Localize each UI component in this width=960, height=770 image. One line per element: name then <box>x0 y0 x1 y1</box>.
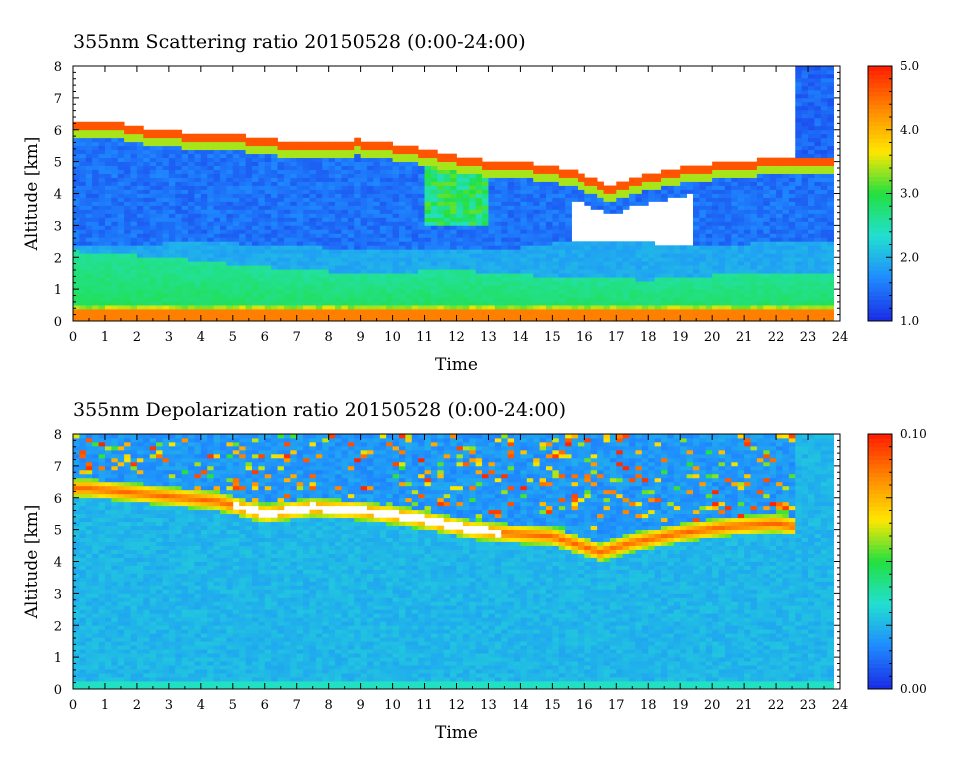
x-tick-label: 13 <box>480 330 497 345</box>
y-tick-label: 4 <box>54 188 62 203</box>
x-tick-label: 7 <box>293 330 301 345</box>
x-tick-label: 11 <box>416 698 433 713</box>
colorbar-tick-label: 1.0 <box>900 314 919 328</box>
x-tick-label: 3 <box>165 330 173 345</box>
x-tick-label: 5 <box>229 698 237 713</box>
chart-panel-2: 355nm Depolarization ratio 20150528 (0:0… <box>22 399 927 743</box>
x-tick-label: 3 <box>165 698 173 713</box>
x-tick-label: 7 <box>293 698 301 713</box>
x-tick-label: 2 <box>133 330 141 345</box>
y-tick-label: 8 <box>54 60 62 75</box>
x-tick-label: 9 <box>356 330 364 345</box>
x-tick-label: 0 <box>69 330 77 345</box>
x-tick-label: 18 <box>640 698 657 713</box>
colorbar: 0.00 0.10 <box>867 427 927 696</box>
x-tick-label: 16 <box>576 698 593 713</box>
x-tick-label: 21 <box>736 330 753 345</box>
x-tick-label: 23 <box>800 698 817 713</box>
x-tick-label: 19 <box>672 330 689 345</box>
x-tick-label: 17 <box>608 698 625 713</box>
x-tick-label: 10 <box>384 330 401 345</box>
y-tick-label: 8 <box>54 428 62 443</box>
y-tick-label: 1 <box>54 283 62 298</box>
x-tick-label: 20 <box>704 698 721 713</box>
y-tick-label: 0 <box>54 315 62 330</box>
x-tick-label: 5 <box>229 330 237 345</box>
x-tick-label: 16 <box>576 330 593 345</box>
x-tick-label: 10 <box>384 698 401 713</box>
y-tick-label: 6 <box>54 492 62 507</box>
y-tick-label: 6 <box>54 124 62 139</box>
y-tick-label: 4 <box>54 556 62 571</box>
x-tick-label: 15 <box>544 698 561 713</box>
y-tick-label: 2 <box>54 619 62 634</box>
x-tick-label: 24 <box>832 330 849 345</box>
chart-title: 355nm Scattering ratio 20150528 (0:00-24… <box>73 31 526 53</box>
heatmap-cells <box>73 66 835 322</box>
chart-panel-1: 355nm Scattering ratio 20150528 (0:00-24… <box>22 31 919 375</box>
colorbar-tick-label: 3.0 <box>900 187 919 201</box>
x-tick-label: 13 <box>480 698 497 713</box>
x-tick-label: 1 <box>101 330 109 345</box>
x-tick-label: 0 <box>69 698 77 713</box>
x-tick-label: 12 <box>448 698 465 713</box>
heatmap-cells <box>73 434 835 690</box>
x-tick-label: 8 <box>325 698 333 713</box>
x-tick-label: 21 <box>736 698 753 713</box>
x-axis-label: Time <box>435 355 478 375</box>
x-tick-label: 15 <box>544 330 561 345</box>
x-tick-label: 23 <box>800 330 817 345</box>
x-axis-label: Time <box>435 723 478 743</box>
colorbar: 1.0 2.0 3.0 4.0 5.0 <box>867 59 919 328</box>
chart-title: 355nm Depolarization ratio 20150528 (0:0… <box>73 399 566 421</box>
x-tick-label: 6 <box>261 698 269 713</box>
x-tick-label: 14 <box>512 330 529 345</box>
y-tick-label: 7 <box>54 92 62 107</box>
colorbar-tick-label: 0.10 <box>900 427 927 441</box>
y-tick-label: 1 <box>54 651 62 666</box>
x-tick-label: 20 <box>704 330 721 345</box>
y-tick-label: 5 <box>54 524 62 539</box>
x-tick-label: 14 <box>512 698 529 713</box>
x-tick-label: 9 <box>356 698 364 713</box>
y-tick-label: 0 <box>54 683 62 698</box>
y-tick-label: 5 <box>54 156 62 171</box>
colorbar-tick-label: 4.0 <box>900 123 919 137</box>
x-tick-label: 12 <box>448 330 465 345</box>
x-tick-label: 8 <box>325 330 333 345</box>
colorbar-tick-label: 0.00 <box>900 682 927 696</box>
x-tick-label: 24 <box>832 698 849 713</box>
x-tick-label: 4 <box>197 698 205 713</box>
y-tick-label: 7 <box>54 460 62 475</box>
x-tick-label: 1 <box>101 698 109 713</box>
x-tick-label: 6 <box>261 330 269 345</box>
x-tick-label: 18 <box>640 330 657 345</box>
y-tick-label: 2 <box>54 251 62 266</box>
x-tick-label: 2 <box>133 698 141 713</box>
x-tick-label: 4 <box>197 330 205 345</box>
x-tick-label: 19 <box>672 698 689 713</box>
x-tick-label: 11 <box>416 330 433 345</box>
x-tick-label: 17 <box>608 330 625 345</box>
colorbar-tick-label: 5.0 <box>900 59 919 73</box>
y-tick-label: 3 <box>54 587 62 602</box>
x-tick-label: 22 <box>768 330 785 345</box>
y-axis-label: Altitude [km] <box>22 137 42 252</box>
colorbar-tick-label: 2.0 <box>900 250 919 264</box>
y-tick-label: 3 <box>54 219 62 234</box>
y-axis-label: Altitude [km] <box>22 505 42 620</box>
x-tick-label: 22 <box>768 698 785 713</box>
